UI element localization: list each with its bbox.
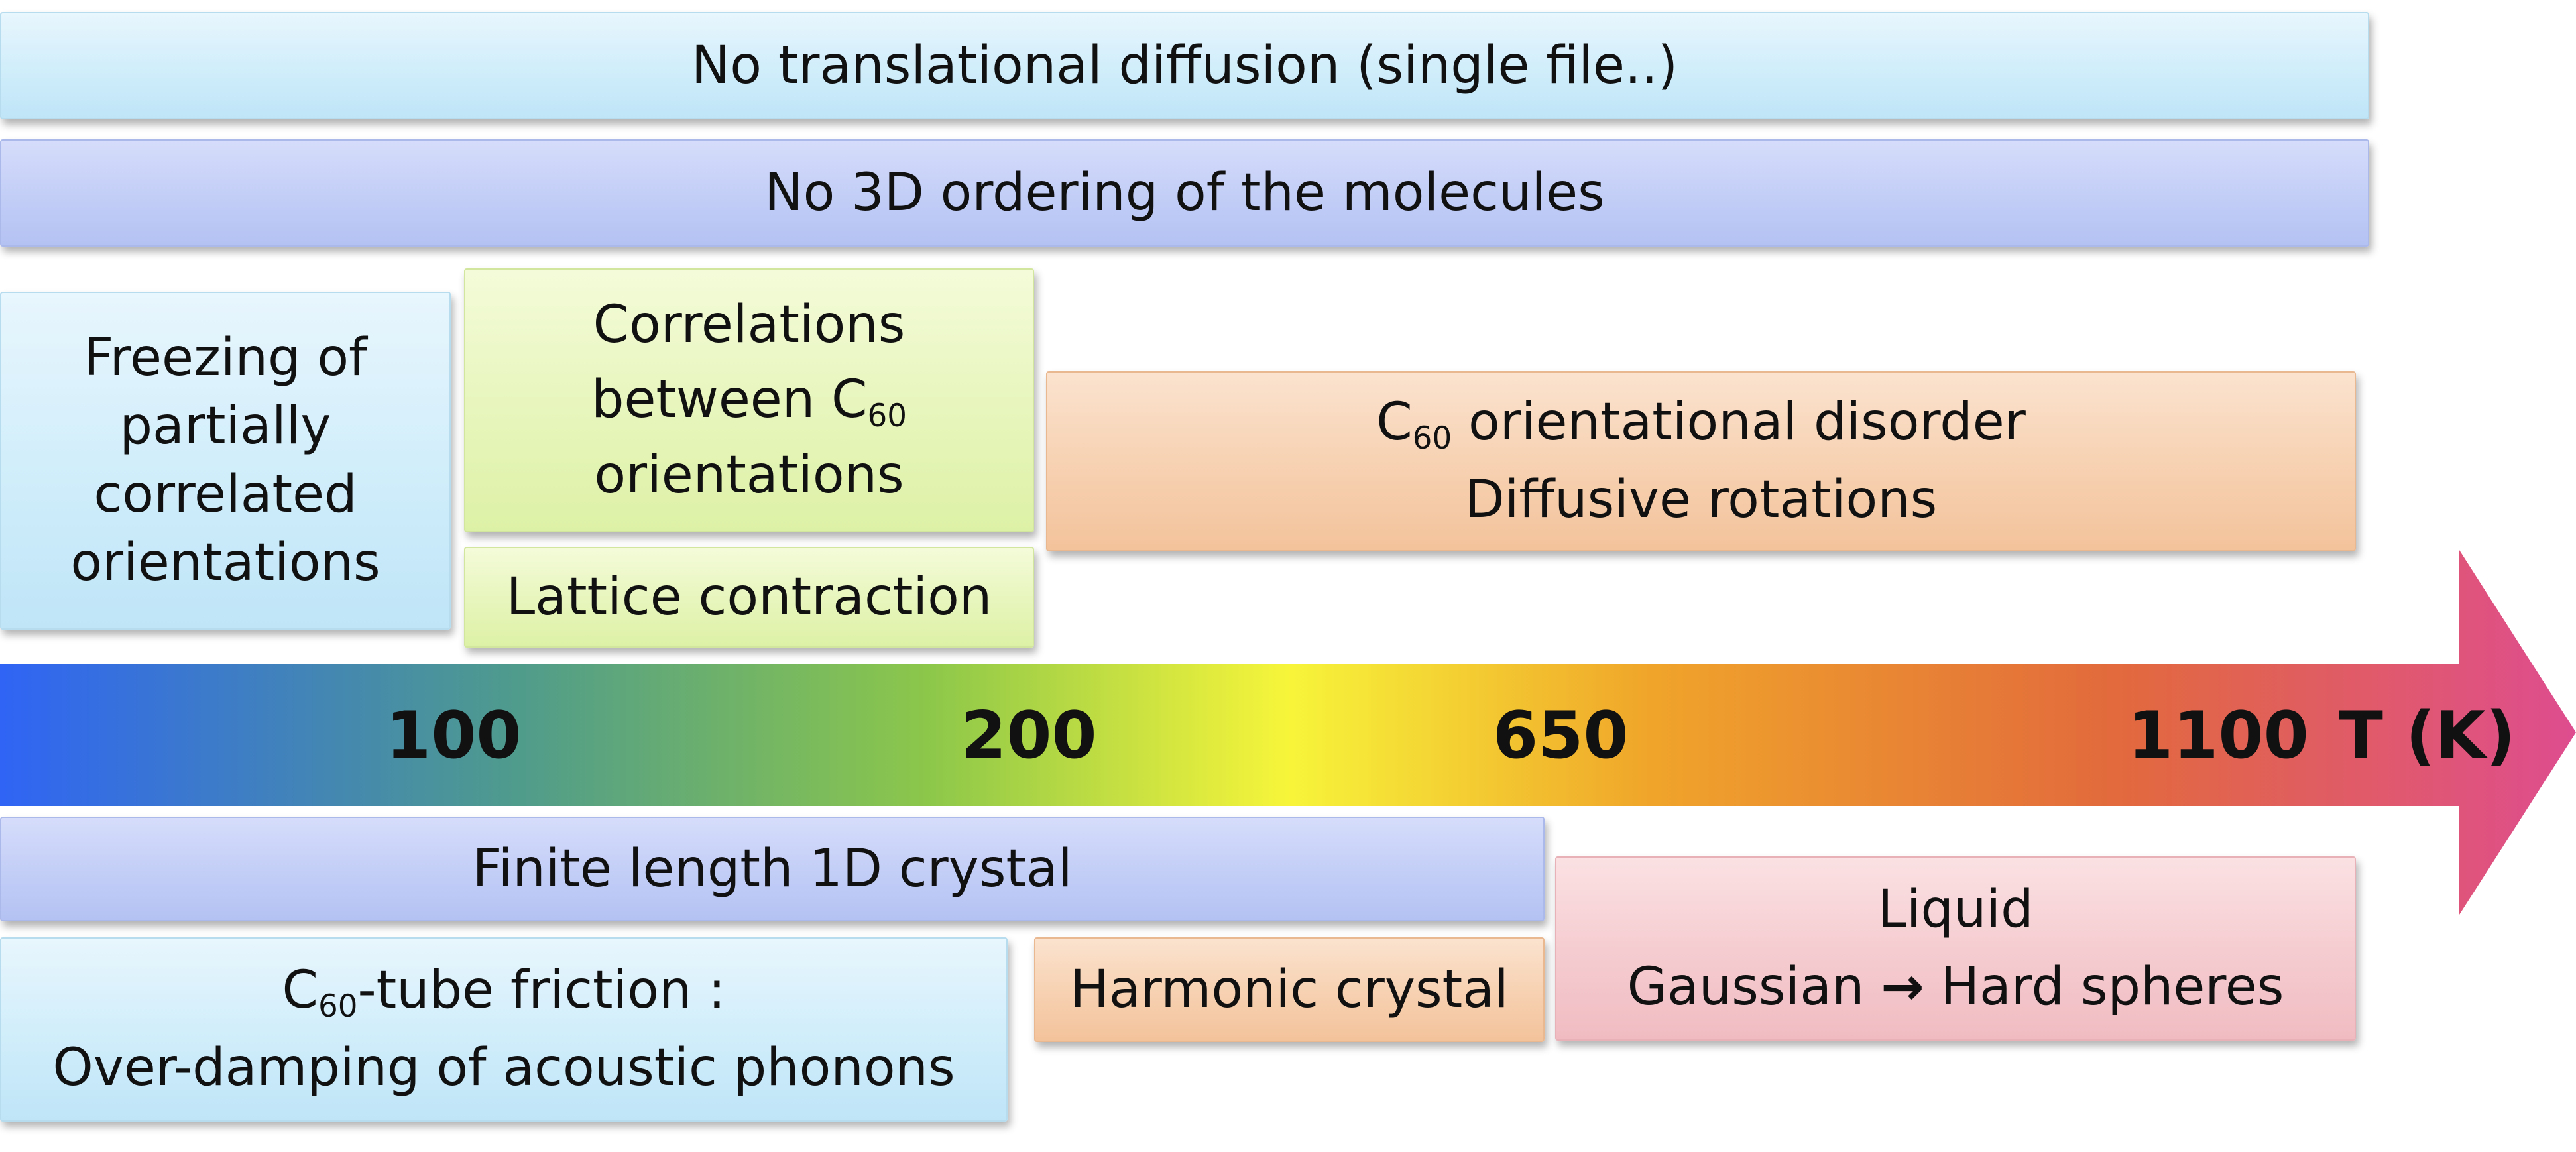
correlations-subscript: 60 bbox=[867, 398, 907, 435]
axis-unit-label: T (K) bbox=[2339, 698, 2516, 774]
right-arrow-icon: → bbox=[1881, 957, 1924, 1017]
freezing-orientations-box: Freezing of partially correlated orienta… bbox=[0, 292, 451, 630]
temperature-axis-arrow bbox=[0, 550, 2576, 915]
liquid-box: Liquid Gaussian → Hard spheres bbox=[1555, 856, 2356, 1041]
friction-line-1: C60-tube friction : bbox=[282, 952, 725, 1029]
lattice-contraction-box: Lattice contraction bbox=[464, 547, 1034, 648]
disorder-subscript: 60 bbox=[1412, 421, 1452, 457]
tick-650: 650 bbox=[1493, 698, 1629, 774]
correlations-line-3: orientations bbox=[594, 445, 904, 505]
disorder-line-1: C60 orientational disorder bbox=[1376, 384, 2026, 461]
tick-100: 100 bbox=[386, 698, 522, 774]
liquid-line-2: Gaussian → Hard spheres bbox=[1627, 949, 2284, 1026]
friction-c-text: C bbox=[282, 960, 318, 1020]
no-translational-diffusion-text: No translational diffusion (single file.… bbox=[691, 35, 1678, 95]
friction-line-2: Over-damping of acoustic phonons bbox=[52, 1038, 955, 1098]
tick-1100: 1100 bbox=[2128, 698, 2309, 774]
tick-200: 200 bbox=[961, 698, 1097, 774]
freezing-line-4: orientations bbox=[70, 532, 381, 593]
disorder-c-text: C bbox=[1376, 392, 1413, 452]
axis-arrow-shape bbox=[0, 550, 2576, 915]
finite-length-crystal-box: Finite length 1D crystal bbox=[0, 817, 1545, 921]
disorder-suffix-text: orientational disorder bbox=[1452, 392, 2026, 452]
freezing-line-1: Freezing of bbox=[84, 328, 367, 388]
tube-friction-box: C60-tube friction : Over-damping of acou… bbox=[0, 937, 1008, 1122]
harmonic-crystal-text: Harmonic crystal bbox=[1070, 959, 1509, 1019]
liquid-gaussian-text: Gaussian bbox=[1627, 957, 1865, 1017]
freezing-line-2: partially bbox=[119, 396, 331, 457]
friction-subscript: 60 bbox=[318, 989, 358, 1025]
orientational-disorder-box: C60 orientational disorder Diffusive rot… bbox=[1046, 371, 2356, 551]
correlations-box: Correlations between C60 orientations bbox=[464, 268, 1034, 532]
liquid-hard-spheres-text: Hard spheres bbox=[1940, 957, 2284, 1017]
liquid-line-1: Liquid bbox=[1877, 880, 2034, 939]
no-translational-diffusion-box: No translational diffusion (single file.… bbox=[0, 12, 2369, 119]
correlations-line-2: between C60 bbox=[591, 363, 907, 437]
correlations-line-2-text: between C bbox=[591, 370, 868, 430]
harmonic-crystal-box: Harmonic crystal bbox=[1034, 937, 1545, 1042]
friction-suffix-text: -tube friction : bbox=[357, 960, 726, 1020]
finite-length-crystal-text: Finite length 1D crystal bbox=[472, 838, 1073, 899]
no-3d-ordering-box: No 3D ordering of the molecules bbox=[0, 139, 2369, 247]
correlations-line-1: Correlations bbox=[593, 295, 906, 355]
no-3d-ordering-text: No 3D ordering of the molecules bbox=[764, 162, 1605, 223]
lattice-contraction-text: Lattice contraction bbox=[506, 567, 992, 627]
disorder-line-2: Diffusive rotations bbox=[1464, 470, 1938, 530]
freezing-line-3: correlated bbox=[93, 465, 357, 524]
